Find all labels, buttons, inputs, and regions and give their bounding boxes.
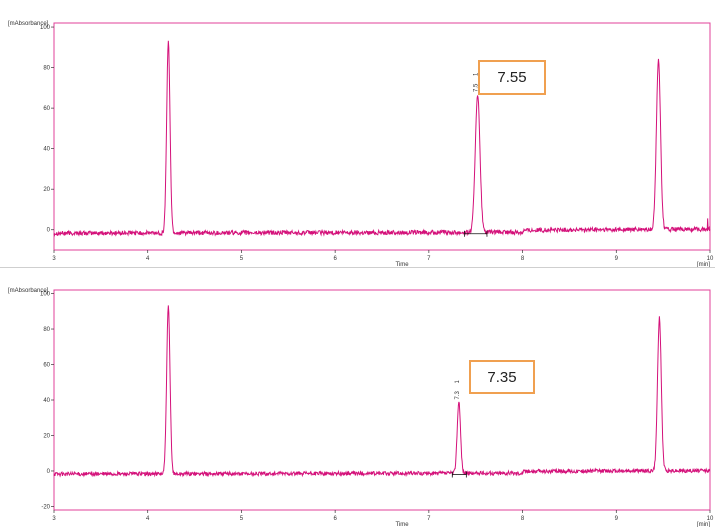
chromatogram-trace [53,305,711,478]
x-tick-label: 8 [521,516,525,522]
retention-time-callout-top: 7.55 [478,60,546,95]
x-unit-label: [min] [697,522,710,527]
x-tick-label: 9 [615,256,619,262]
plot-frame [53,22,711,251]
y-tick-label: 0 [47,228,51,234]
y-tick-label: 100 [40,292,51,298]
y-tick-label: 40 [43,147,50,153]
x-tick-label: 10 [707,256,714,262]
x-tick-label: 8 [521,256,525,262]
x-tick-label: 6 [333,516,337,522]
retention-time-callout-bottom: 7.35 [469,360,535,394]
y-tick-label: 100 [40,25,51,31]
x-tick-label: 6 [333,256,337,262]
x-axis-label: Time [395,522,409,527]
x-tick-label: 5 [240,516,244,522]
y-tick-label: 80 [43,66,50,72]
x-tick-label: 7 [427,516,431,522]
plot-frame [53,289,711,511]
chromatogram-bottom: -20 0 20 40 60 80 100 3 4 5 6 7 8 9 10 [mAbsorbance] Tim… [8,288,714,527]
y-tick-label: 40 [43,398,50,404]
y-tick-label: 80 [43,327,50,333]
y-axis-label: [mAbsorbance] [8,288,49,294]
chromatogram-panel-bottom: -20 0 20 40 60 80 100 3 4 5 6 7 8 9 10 [mAbsorbance] Tim… [0,268,715,527]
y-tick-label: 20 [43,187,50,193]
x-tick-label: 4 [146,516,150,522]
y-tick-label: 20 [43,433,50,439]
y-tick-label: 0 [47,469,51,475]
chromatogram-top: 0 20 40 60 80 100 3 4 5 6 7 8 9 10 [mAbsorbance] Time [m… [8,21,714,268]
x-tick-label: 10 [707,516,714,522]
x-tick-label: 3 [52,516,56,522]
y-tick-label: 60 [43,363,50,369]
y-tick-label: 60 [43,106,50,112]
x-unit-label: [min] [697,262,710,268]
peak-retention-label: 7.3 [455,391,461,400]
panel-divider [0,267,715,268]
y-axis-label: [mAbsorbance] [8,21,49,27]
chromatogram-panel-top: 0 20 40 60 80 100 3 4 5 6 7 8 9 10 [mAbsorbance] Time [m… [8,21,714,268]
peak-marker-label: 1 [455,380,461,384]
x-axis-label: Time [395,262,409,268]
x-tick-label: 9 [615,516,619,522]
x-tick-label: 3 [52,256,56,262]
peak-retention-label: 7.5 [474,83,480,92]
peak-marker-label: 1 [474,72,480,76]
x-tick-label: 4 [146,256,150,262]
y-tick-label: -20 [41,504,50,510]
x-tick-label: 7 [427,256,431,262]
chromatogram-trace [53,40,711,238]
x-tick-label: 5 [240,256,244,262]
